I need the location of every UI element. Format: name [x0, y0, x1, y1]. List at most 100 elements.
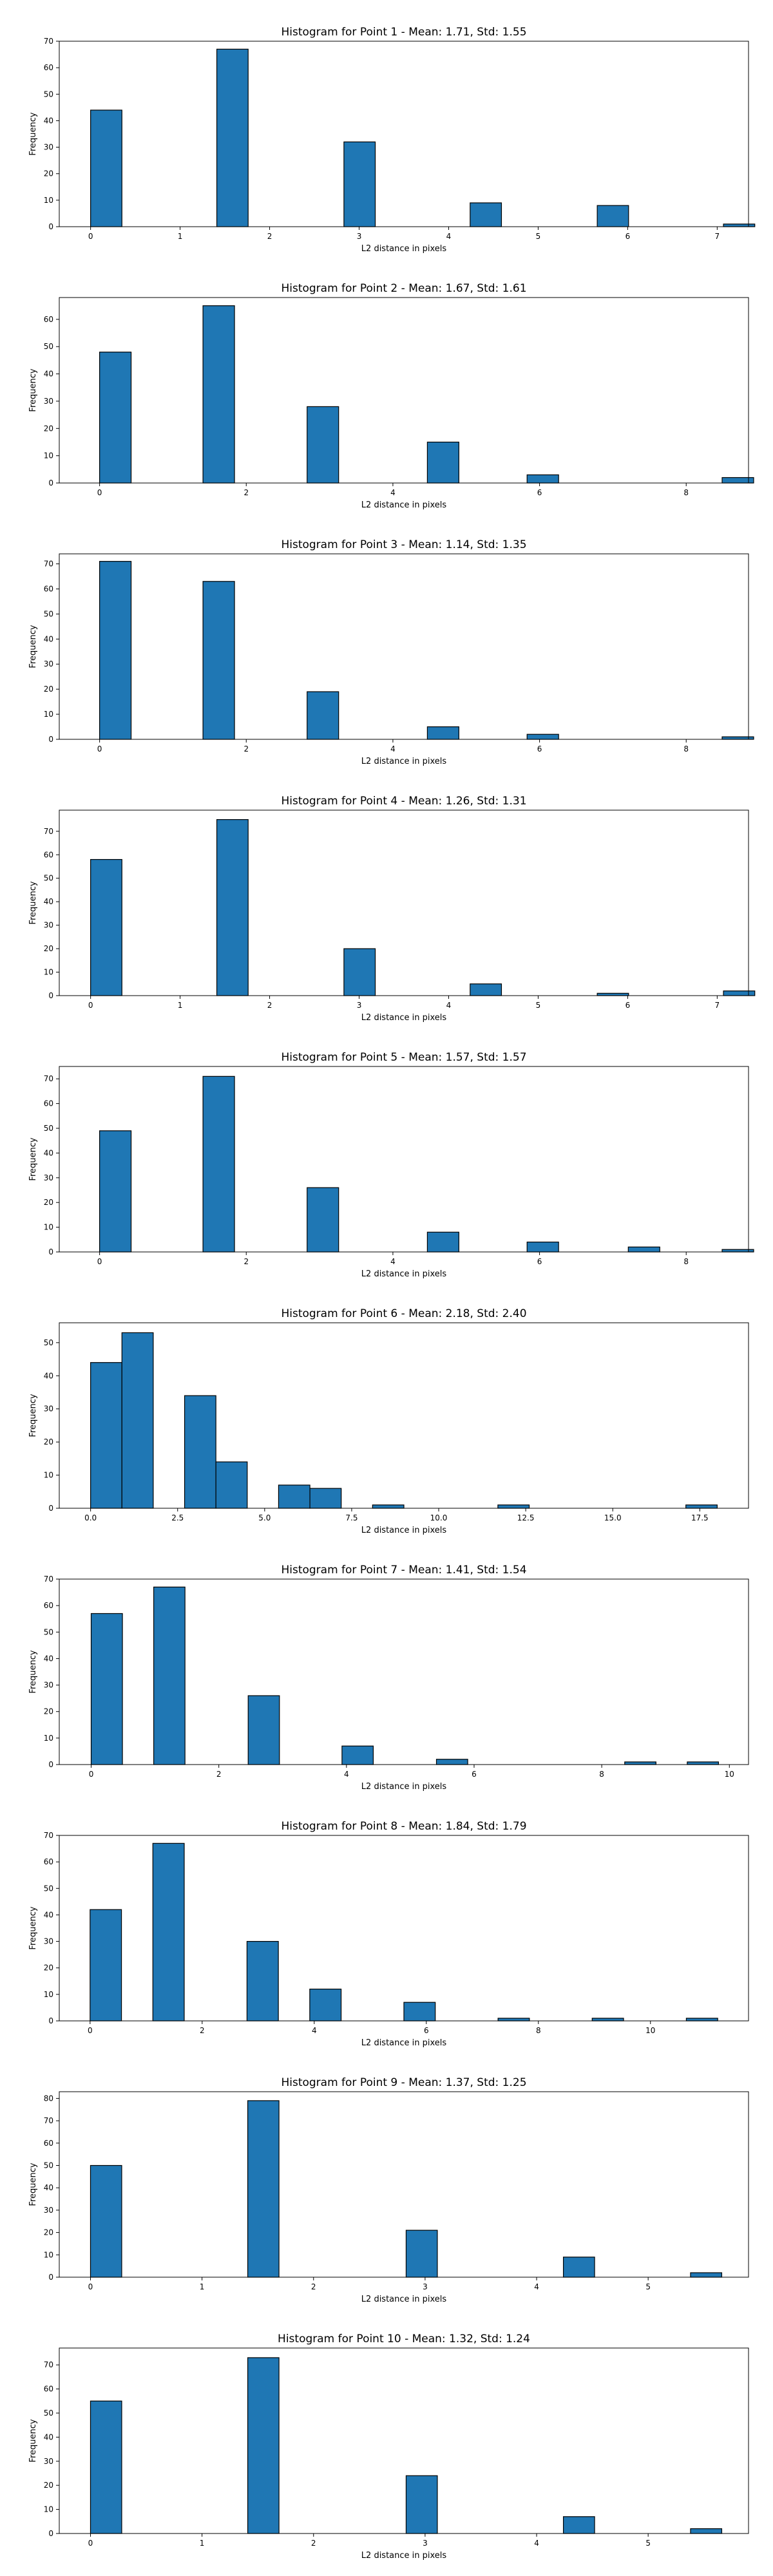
histogram-bar [247, 2100, 280, 2278]
x-tick-label: 4 [534, 2539, 539, 2548]
y-tick-label: 40 [44, 1654, 53, 1663]
x-tick-label: 1 [200, 2539, 205, 2548]
y-tick-label: 20 [44, 1437, 53, 1446]
plot-frame [59, 2091, 749, 2278]
histogram-bar [90, 1362, 122, 1509]
y-tick-label: 0 [48, 2016, 53, 2025]
x-tick-label: 6 [537, 488, 542, 497]
y-tick-label: 60 [44, 1857, 53, 1866]
histogram-bar [90, 858, 122, 996]
histogram-panel-9: Histogram for Point 9 - Mean: 1.37, Std:… [28, 2076, 749, 2304]
y-tick-label: 30 [44, 143, 53, 152]
y-tick-label: 10 [44, 1990, 53, 1999]
histogram-bar [591, 2018, 624, 2022]
y-tick-label: 60 [44, 584, 53, 593]
x-tick-label: 1 [200, 2282, 205, 2291]
x-tick-label: 4 [390, 488, 396, 497]
histogram-bar [690, 2528, 723, 2534]
y-tick-label: 10 [44, 451, 53, 460]
y-tick-label: 30 [44, 659, 53, 668]
y-axis-label: Frequency [28, 2419, 38, 2462]
histogram-bar [426, 726, 459, 740]
y-tick-label: 30 [44, 1405, 53, 1414]
x-tick-label: 0 [88, 232, 93, 241]
y-tick-label: 70 [44, 2360, 53, 2369]
x-tick-label: 4 [390, 744, 396, 753]
x-tick-label: 3 [357, 232, 362, 241]
y-tick-label: 70 [44, 560, 53, 569]
histogram-bar [216, 48, 249, 227]
chart-title: Histogram for Point 6 - Mean: 2.18, Std:… [281, 1307, 526, 1320]
x-tick-label: 6 [625, 1001, 631, 1010]
y-tick-label: 20 [44, 1964, 53, 1973]
x-tick-label: 4 [534, 2282, 539, 2291]
x-tick-label: 0 [88, 2539, 93, 2548]
y-tick-label: 70 [44, 827, 53, 836]
histogram-panel-8: Histogram for Point 8 - Mean: 1.84, Std:… [28, 1820, 749, 2048]
y-tick-label: 20 [44, 2228, 53, 2237]
y-axis-label: Frequency [28, 368, 38, 412]
x-tick-label: 8 [683, 1257, 689, 1266]
y-tick-label: 50 [44, 1884, 53, 1893]
histogram-bar [90, 109, 122, 227]
histogram-bar [343, 141, 376, 227]
y-tick-label: 0 [48, 735, 53, 744]
y-axis-label: Frequency [28, 1650, 38, 1693]
y-tick-label: 0 [48, 1247, 53, 1256]
x-tick-label: 5 [536, 232, 541, 241]
histogram-bar [215, 1461, 248, 1509]
y-axis-label: Frequency [28, 1394, 38, 1437]
x-tick-label: 8 [599, 1770, 604, 1779]
histogram-panel-4: Histogram for Point 4 - Mean: 1.26, Std:… [28, 795, 756, 1023]
y-tick-label: 30 [44, 921, 53, 930]
histogram-bar [526, 1242, 559, 1253]
y-tick-label: 30 [44, 2457, 53, 2466]
y-tick-label: 40 [44, 2432, 53, 2441]
histogram-bar [341, 1745, 374, 1765]
histogram-bar [90, 2164, 122, 2278]
x-axis-label: L2 distance in pixels [361, 2295, 447, 2304]
x-tick-label: 6 [472, 1770, 477, 1779]
histogram-bar [426, 1231, 459, 1253]
y-tick-label: 10 [44, 968, 53, 977]
histogram-bar [90, 2400, 122, 2534]
chart-title: Histogram for Point 1 - Mean: 1.71, Std:… [281, 26, 526, 39]
y-axis-label: Frequency [28, 2163, 38, 2206]
chart-title: Histogram for Point 8 - Mean: 1.84, Std:… [281, 1820, 526, 1833]
histogram-bar [562, 2257, 595, 2278]
x-axis-label: L2 distance in pixels [361, 244, 447, 254]
y-tick-label: 20 [44, 1707, 53, 1716]
histogram-bar [562, 2516, 595, 2534]
histogram-panel-7: Histogram for Point 7 - Mean: 1.41, Std:… [28, 1564, 749, 1792]
y-tick-label: 10 [44, 2250, 53, 2259]
y-tick-label: 10 [44, 710, 53, 719]
x-tick-label: 15.0 [604, 1513, 622, 1522]
histogram-bar [246, 1940, 279, 2022]
x-tick-label: 1 [178, 1001, 183, 1010]
x-tick-label: 4 [446, 1001, 452, 1010]
x-tick-label: 4 [390, 1257, 396, 1266]
y-tick-label: 20 [44, 1198, 53, 1207]
y-tick-label: 30 [44, 1173, 53, 1182]
y-tick-label: 60 [44, 1099, 53, 1108]
histogram-bar [526, 474, 559, 484]
x-tick-label: 7.5 [345, 1513, 358, 1522]
x-tick-label: 0 [97, 744, 102, 753]
x-axis-label: L2 distance in pixels [361, 2038, 447, 2048]
histogram-bar [624, 1761, 656, 1765]
histogram-bar [721, 477, 754, 484]
x-tick-label: 6 [424, 2026, 429, 2035]
y-tick-label: 50 [44, 2409, 53, 2418]
histogram-bar [99, 1130, 132, 1253]
chart-title: Histogram for Point 10 - Mean: 1.32, Std… [278, 2333, 530, 2345]
histogram-bar [426, 441, 459, 484]
x-tick-label: 0 [88, 2282, 93, 2291]
x-tick-label: 4 [344, 1770, 349, 1779]
y-tick-label: 60 [44, 2139, 53, 2148]
histogram-bar [687, 1761, 720, 1765]
x-tick-label: 2 [311, 2282, 316, 2291]
x-axis-label: L2 distance in pixels [361, 757, 447, 766]
x-tick-label: 3 [423, 2282, 428, 2291]
y-tick-label: 70 [44, 37, 53, 46]
y-tick-label: 20 [44, 944, 53, 953]
